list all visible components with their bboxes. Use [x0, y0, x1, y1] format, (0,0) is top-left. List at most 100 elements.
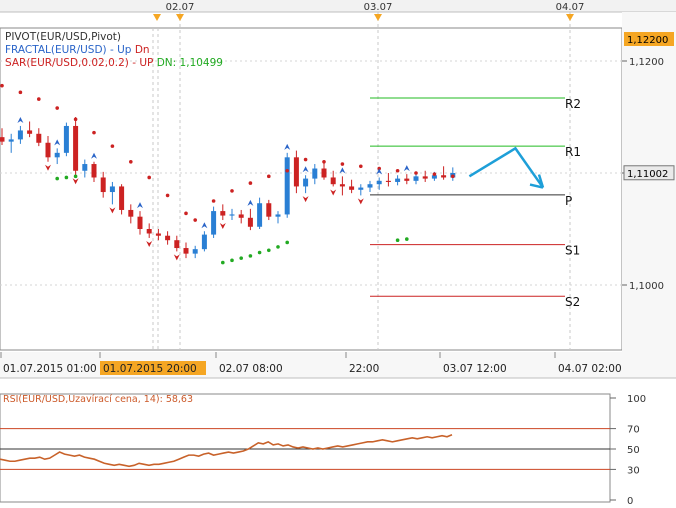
fractal-up-marker — [339, 167, 346, 174]
candle-body[interactable] — [229, 214, 235, 216]
fractal-up-marker — [17, 116, 24, 123]
candle-body[interactable] — [220, 211, 226, 216]
candle-body[interactable] — [54, 152, 60, 158]
forecast-arrowhead — [529, 174, 545, 189]
candle-body[interactable] — [321, 168, 327, 178]
top-date-marker[interactable] — [374, 14, 382, 21]
candle-body[interactable] — [91, 164, 97, 178]
candle-body[interactable] — [422, 176, 428, 179]
candle-body[interactable] — [431, 175, 437, 179]
candle-body[interactable] — [275, 214, 281, 217]
candle-body[interactable] — [27, 130, 33, 134]
legend-fractal-dn: Dn — [135, 44, 150, 56]
rsi-line — [0, 433, 453, 468]
sar-dot-upper — [322, 160, 326, 164]
candle-body[interactable] — [349, 186, 355, 190]
cursor-date-marker[interactable] — [153, 14, 161, 21]
fractal-up-marker — [376, 168, 383, 175]
top-date-marker[interactable] — [566, 14, 574, 21]
pivot-label-r1: R1 — [565, 145, 581, 159]
top-dates: 02.07 03.07 04.07 — [153, 2, 584, 21]
legend-sar-up: UP — [139, 57, 153, 69]
candle-body[interactable] — [312, 168, 318, 179]
legend-pivot: PIVOT(EUR/USD,Pivot) — [5, 31, 121, 43]
candle-body[interactable] — [155, 233, 161, 236]
fractal-down-marker — [357, 198, 364, 205]
candle-body[interactable] — [330, 177, 336, 185]
fractal-markers — [17, 116, 410, 261]
candle-body[interactable] — [358, 187, 364, 190]
candle-body[interactable] — [404, 178, 410, 181]
candle-body[interactable] — [293, 157, 299, 187]
candle-body[interactable] — [192, 249, 198, 254]
price-gridlines — [0, 60, 622, 286]
candle-body[interactable] — [367, 184, 373, 188]
candle-body[interactable] — [385, 180, 391, 182]
fractal-down-marker — [219, 223, 226, 230]
fractal-down-marker — [173, 254, 180, 261]
candle-body[interactable] — [8, 139, 14, 142]
sar-dot-lower — [405, 237, 409, 241]
sar-dot-upper — [432, 172, 437, 176]
candle-body[interactable] — [63, 125, 69, 153]
sar-dot-upper — [395, 168, 400, 173]
time-tick-label: 04.07 02:00 — [558, 363, 622, 375]
candle-body[interactable] — [0, 137, 5, 142]
current-price-box — [623, 165, 675, 181]
time-tick-label: 22:00 — [349, 363, 379, 375]
fractal-up-marker — [403, 165, 410, 172]
candle-body[interactable] — [238, 214, 244, 218]
candle-body[interactable] — [441, 175, 447, 178]
candle-body[interactable] — [128, 209, 134, 217]
candle-body[interactable] — [257, 203, 263, 227]
fractal-down-marker — [109, 207, 116, 214]
sar-dot-upper — [92, 130, 96, 135]
candle-body[interactable] — [395, 178, 401, 182]
candle-body[interactable] — [82, 164, 88, 171]
candle-body[interactable] — [36, 133, 42, 143]
sar-dot-upper — [37, 97, 41, 101]
sar-dot-upper — [211, 199, 216, 203]
candle-body[interactable] — [165, 235, 171, 241]
candle-body[interactable] — [146, 229, 152, 234]
candle-body[interactable] — [201, 234, 207, 250]
candle-body[interactable] — [376, 180, 382, 185]
sar-dot-lower — [73, 174, 78, 179]
top-date-strip — [0, 0, 676, 12]
fractal-up-marker — [284, 143, 291, 150]
time-highlight-box — [100, 361, 206, 375]
sar-dot-lower — [64, 175, 69, 180]
sar-dot-lower — [55, 176, 59, 181]
candle-body[interactable] — [174, 240, 180, 249]
price-pane[interactable] — [0, 27, 623, 351]
candle-body[interactable] — [266, 203, 272, 217]
time-tick-label: 01.07.2015 20:00 — [103, 363, 197, 375]
candles-group — [0, 117, 456, 259]
candle-body[interactable] — [45, 142, 51, 158]
candle-body[interactable] — [109, 186, 115, 193]
time-tick-label: 02.07 08:00 — [219, 363, 283, 375]
sar-dot-upper — [129, 160, 133, 164]
candle-body[interactable] — [303, 178, 309, 187]
rsi-line-group — [0, 433, 453, 468]
sar-dot-lower — [267, 248, 271, 253]
candle-body[interactable] — [183, 248, 189, 254]
candle-body[interactable] — [73, 125, 79, 171]
candle-body[interactable] — [339, 184, 345, 187]
sar-dot-lower — [239, 256, 243, 260]
candle-body[interactable] — [17, 130, 23, 140]
candle-body[interactable] — [284, 157, 290, 215]
candle-body[interactable] — [413, 176, 419, 181]
candle-body[interactable] — [211, 211, 217, 235]
candle-body[interactable] — [137, 216, 143, 229]
price-axis[interactable] — [622, 12, 676, 352]
sar-dot-lower — [395, 238, 400, 242]
candle-body[interactable] — [119, 186, 125, 210]
candle-body[interactable] — [247, 217, 253, 227]
candle-body[interactable] — [100, 177, 106, 193]
top-date-marker[interactable] — [176, 14, 184, 21]
sar-dot-upper — [230, 189, 234, 193]
time-tick-label: 01.07.2015 01:00 — [3, 363, 97, 375]
